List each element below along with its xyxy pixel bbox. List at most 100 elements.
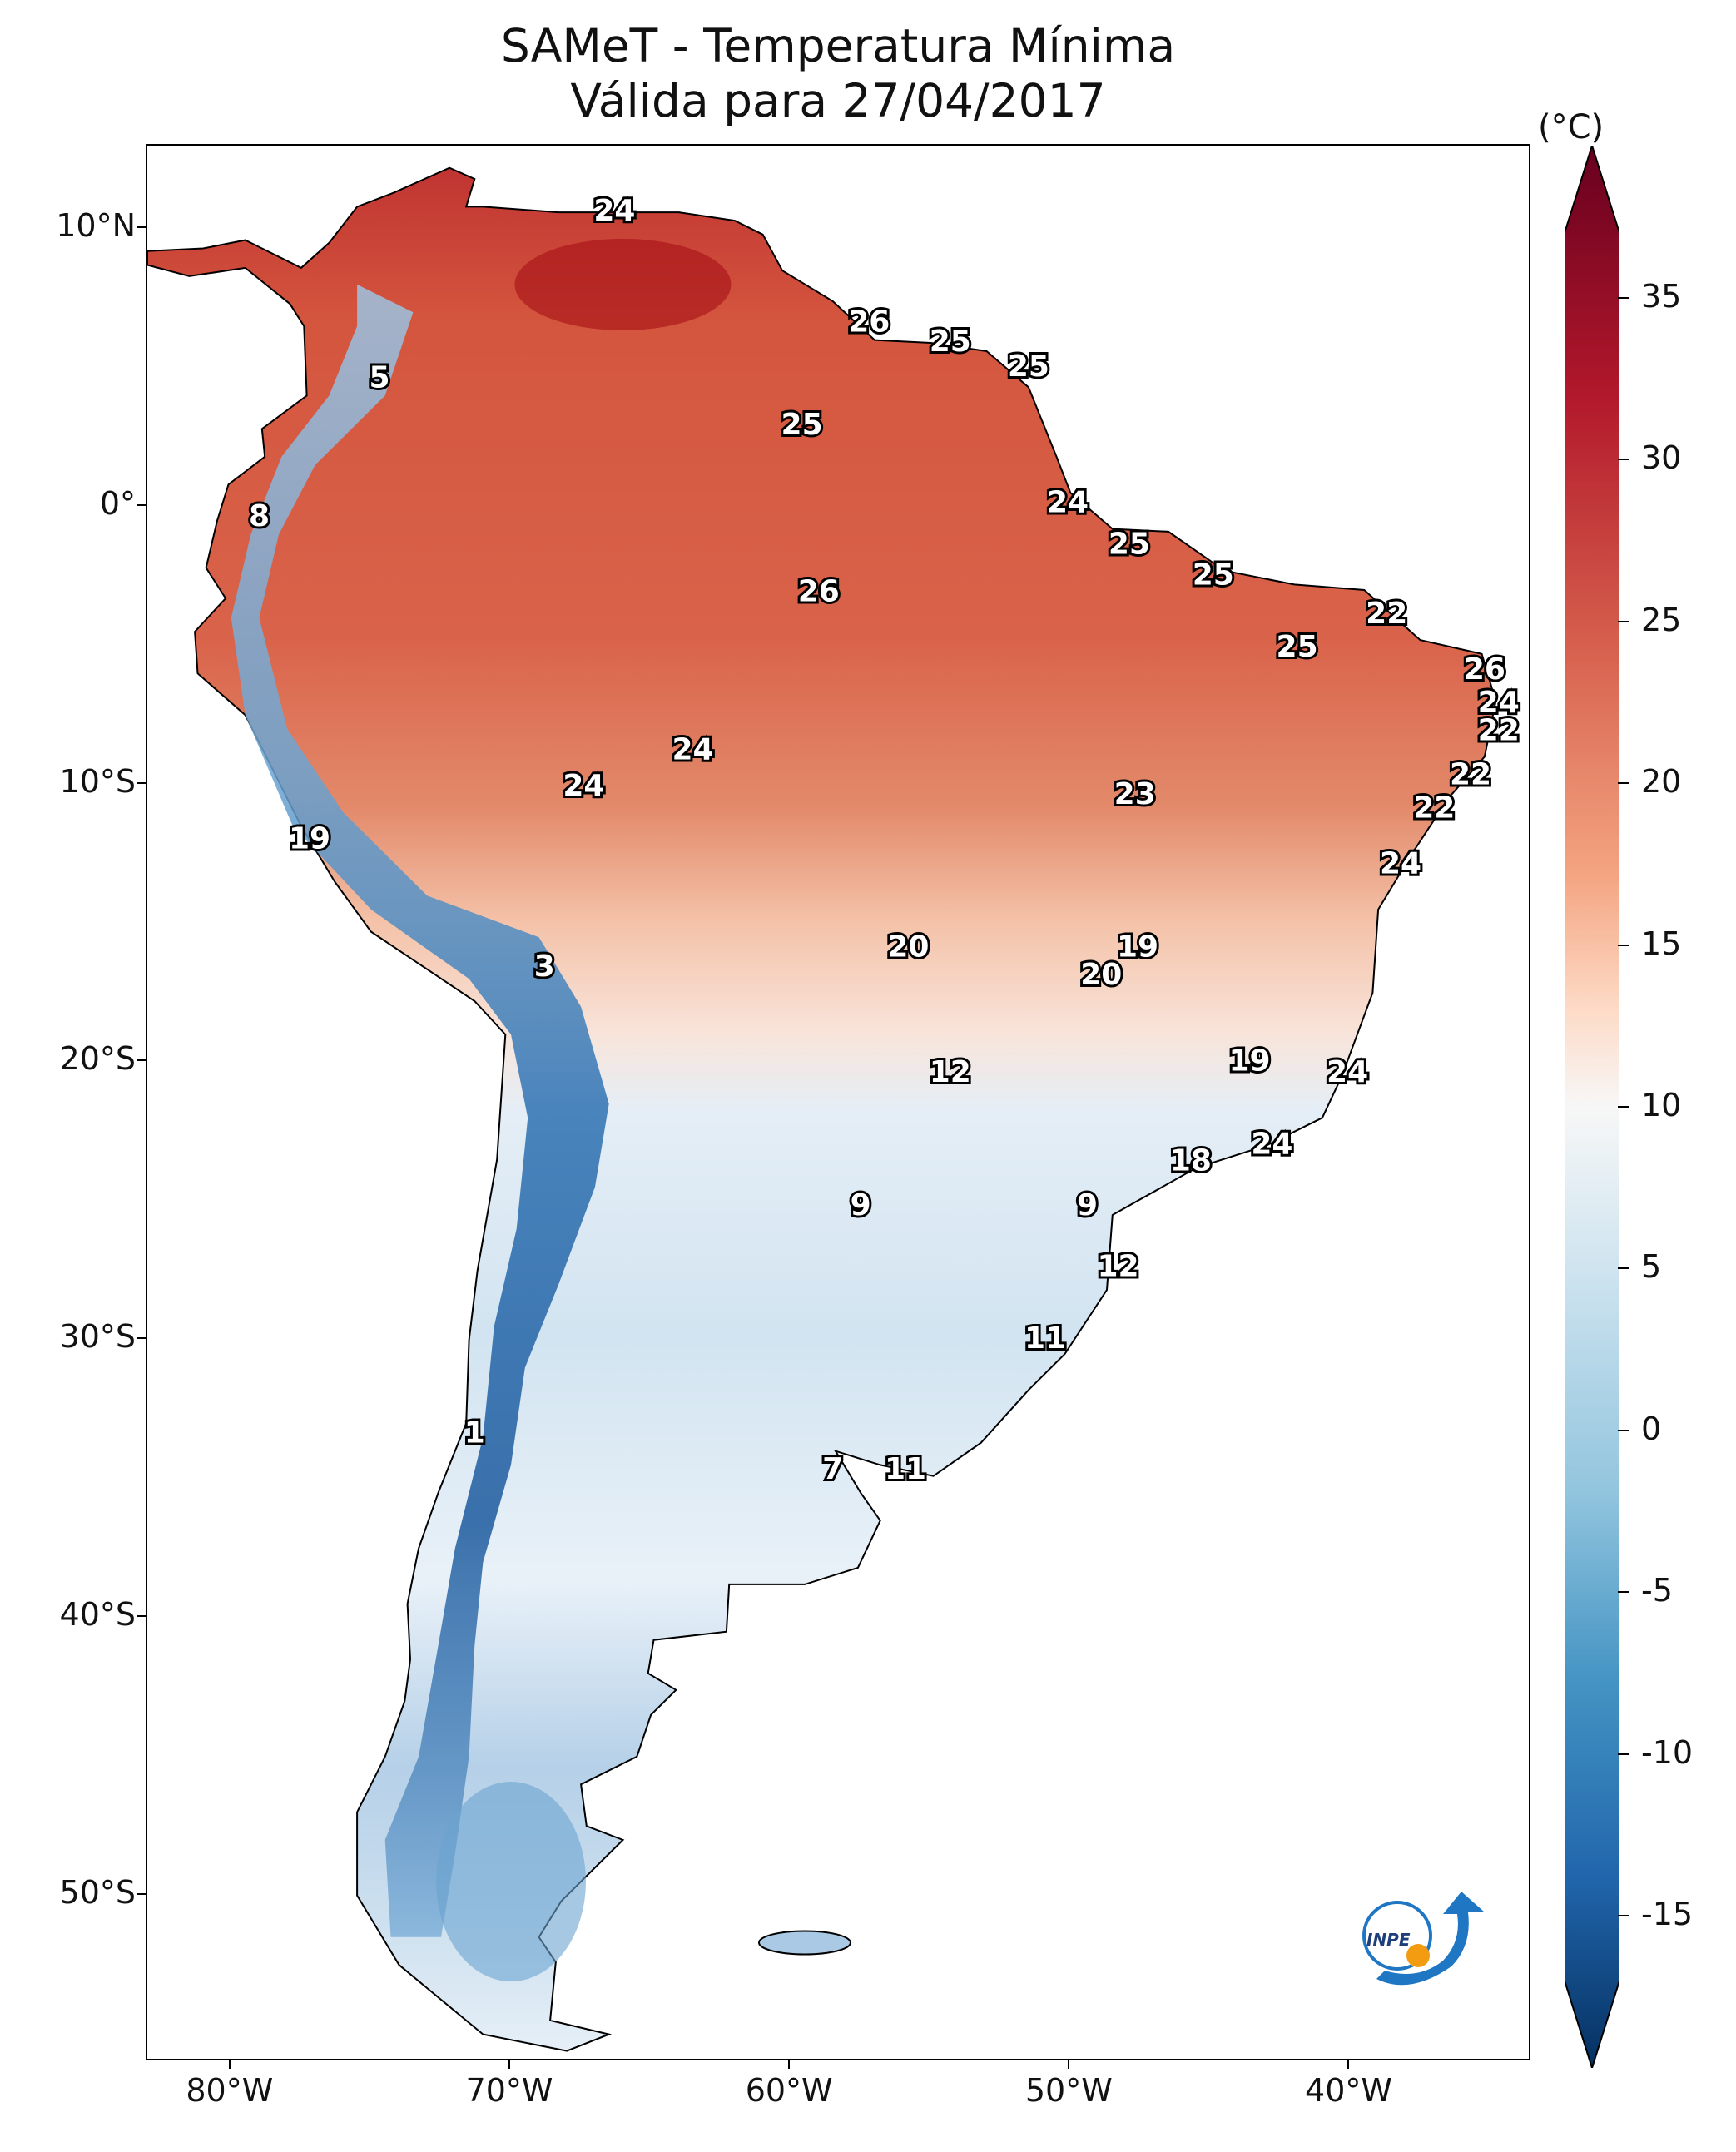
colorbar-tick-mark	[1618, 1267, 1629, 1270]
colorbar-gradient	[1565, 146, 1619, 2068]
contour-label: 24	[593, 194, 635, 228]
patagonia-cold-patch	[436, 1782, 587, 1982]
contour-label: 8	[249, 499, 270, 533]
colorbar-tick-mark	[1618, 1591, 1629, 1594]
colorbar-unit: (°C)	[1538, 108, 1605, 146]
logo-text: INPE	[1366, 1930, 1411, 1950]
contour-label: 25	[930, 325, 971, 359]
contour-label: 26	[798, 574, 840, 608]
colorbar-tick-mark	[1618, 620, 1629, 622]
contour-label: 1	[464, 1416, 485, 1450]
contour-label: 19	[1117, 930, 1158, 964]
lon-tick-mark	[1068, 2060, 1070, 2069]
colorbar-tick-label: -15	[1641, 1896, 1694, 1933]
lat-tick-mark	[137, 503, 146, 506]
contour-label: 20	[887, 930, 929, 964]
andes-cold-band	[231, 284, 609, 1937]
colorbar-tick-label: 10	[1641, 1087, 1682, 1123]
logo-dot	[1406, 1944, 1430, 1967]
inpe-logo: INPE	[1352, 1887, 1501, 1996]
contour-label: 12	[930, 1055, 971, 1089]
contour-label: 3	[534, 950, 555, 984]
south-america-landmass	[147, 166, 1497, 2052]
colorbar-tick-label: -10	[1641, 1733, 1694, 1771]
contour-label: 25	[1109, 528, 1150, 562]
colorbar-tick-label: 5	[1641, 1248, 1662, 1286]
contour-label: 9	[1077, 1188, 1098, 1222]
contour-label: 11	[1024, 1321, 1066, 1356]
contour-label: 23	[1114, 777, 1156, 811]
title-line-1: SAMeT - Temperatura Mínima	[500, 19, 1176, 72]
colorbar-tick-mark	[1618, 1429, 1629, 1431]
contour-label: 22	[1366, 597, 1407, 631]
lat-tick-mark	[137, 226, 146, 229]
lat-tick-label: 30°S	[59, 1318, 136, 1356]
lat-tick-mark	[137, 1614, 146, 1617]
contour-label: 24	[563, 769, 604, 803]
contour-label: 11	[885, 1452, 926, 1486]
lon-tick-label: 50°W	[1024, 2072, 1113, 2109]
contour-label: 12	[1097, 1249, 1138, 1283]
colorbar-tick-mark	[1618, 944, 1629, 946]
contour-label: 25	[1008, 350, 1049, 384]
lat-tick-label: 10°S	[59, 762, 136, 800]
contour-label: 25	[1193, 558, 1234, 592]
colorbar-tick-mark	[1618, 1915, 1629, 1917]
contour-label: 24	[1478, 686, 1520, 720]
colorbar-tick-mark	[1618, 782, 1629, 785]
colorbar-tick-label: 30	[1641, 439, 1682, 477]
logo-arrow	[1376, 1892, 1485, 1986]
lon-tick-label: 70°W	[465, 2072, 553, 2109]
lon-tick-mark	[788, 2060, 791, 2069]
contour-label: 18	[1170, 1144, 1212, 1178]
logo-ring	[1362, 1901, 1432, 1971]
lat-tick-mark	[137, 781, 146, 784]
lon-tick-mark	[508, 2060, 510, 2069]
contour-label: 7	[822, 1452, 843, 1486]
lat-tick-label: 20°S	[59, 1040, 136, 1078]
contour-label: 19	[289, 821, 330, 855]
lat-tick-label: 0°	[99, 484, 136, 522]
contour-label: 19	[1228, 1044, 1270, 1078]
lon-tick-label: 80°W	[186, 2072, 274, 2109]
colorbar-tick-label: 15	[1641, 925, 1682, 962]
colorbar-tick-label: 20	[1641, 763, 1682, 801]
contour-label: 22	[1450, 758, 1491, 792]
colorbar-tick-label: 35	[1641, 277, 1682, 315]
map-panel: 24 5 26 25 25 25 8 24 25 25 26 22 25 26 24 22 24 22 24 23 22…	[146, 144, 1530, 2060]
lat-tick-mark	[137, 1892, 146, 1895]
chart-title: SAMeT - Temperatura Mínima Válida para 2…	[146, 18, 1530, 128]
contour-label: 26	[848, 305, 890, 340]
contour-label: 22	[1478, 713, 1520, 747]
colorbar-tick-mark	[1618, 1106, 1629, 1108]
contour-label: 9	[851, 1188, 871, 1222]
colorbar-tick-label: 0	[1641, 1410, 1662, 1447]
colorbar-tick-mark	[1618, 459, 1629, 461]
lon-tick-mark	[1347, 2060, 1350, 2069]
lat-tick-label: 40°S	[59, 1595, 136, 1633]
colorbar-tick-mark	[1618, 1753, 1629, 1755]
contour-label: 25	[1277, 630, 1318, 664]
contour-label: 26	[1464, 652, 1505, 687]
contour-label: 24	[1047, 486, 1089, 520]
colorbar-tick-mark	[1618, 296, 1629, 299]
lon-tick-label: 60°W	[745, 2072, 833, 2109]
venezuela-heat-spot	[514, 238, 732, 330]
lon-tick-label: 40°W	[1305, 2072, 1392, 2109]
lat-tick-mark	[137, 1337, 146, 1340]
falkland-islands	[757, 1930, 851, 1956]
contour-label: 22	[1413, 791, 1455, 826]
colorbar-tick-label: 25	[1641, 601, 1682, 638]
contour-label: 20	[1080, 958, 1122, 992]
contour-label: 24	[1251, 1128, 1292, 1162]
lon-tick-mark	[228, 2060, 231, 2069]
contour-label: 24	[672, 733, 713, 767]
contour-label: 25	[781, 408, 823, 442]
contour-label: 24	[1327, 1055, 1368, 1089]
land-layer	[147, 166, 1497, 2052]
contour-label: 5	[369, 360, 389, 394]
lat-tick-mark	[137, 1059, 146, 1062]
colorbar	[1565, 146, 1619, 2068]
